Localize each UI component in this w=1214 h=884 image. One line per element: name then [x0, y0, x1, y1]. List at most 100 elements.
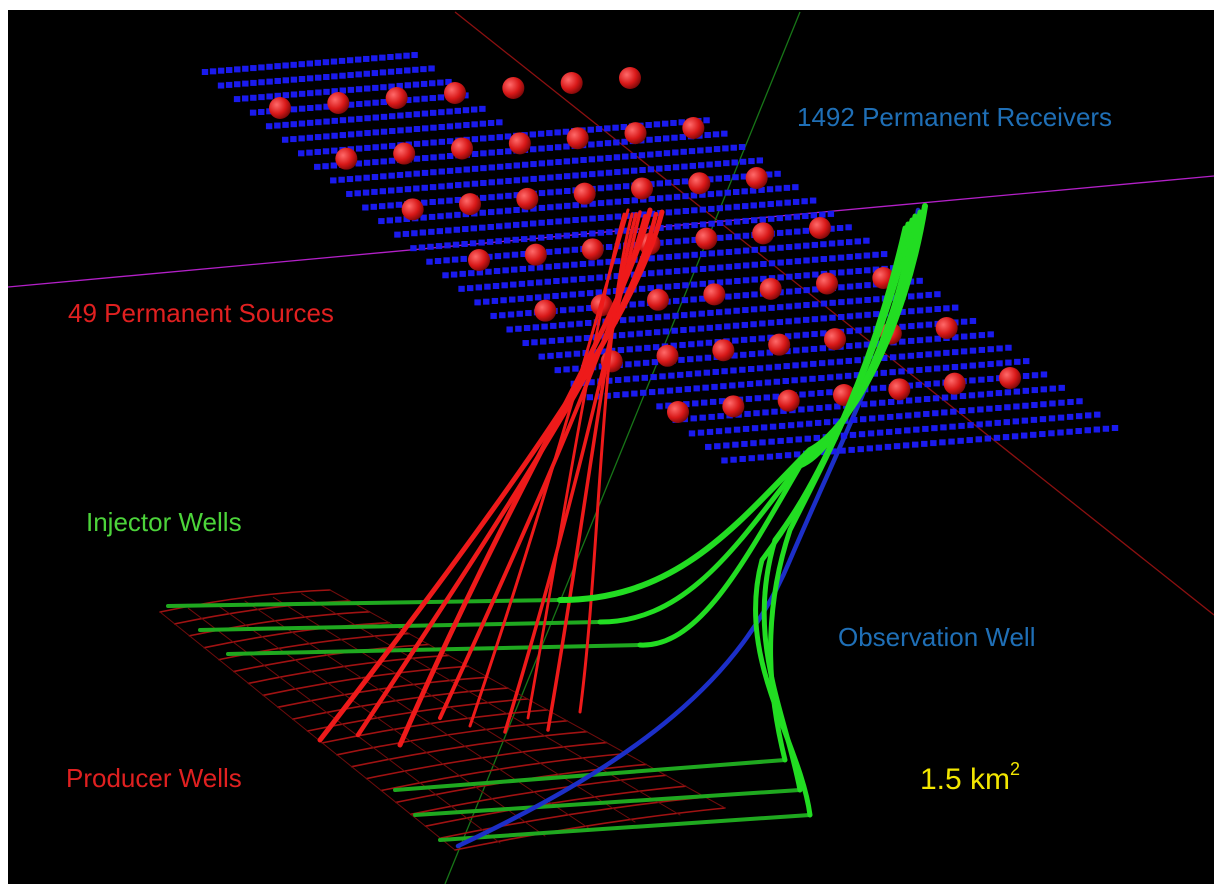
receiver-dot — [554, 144, 562, 151]
receiver-dot — [1040, 371, 1048, 378]
receiver-dot — [905, 412, 912, 419]
receiver-dot — [678, 119, 685, 126]
receiver-dot — [480, 180, 487, 187]
receiver-dot — [688, 341, 695, 348]
receiver-dot — [682, 237, 690, 244]
receiver-dot — [699, 414, 706, 421]
receiver-dot — [597, 229, 605, 236]
receiver-dot — [647, 166, 655, 173]
receiver-dot — [355, 145, 363, 152]
receiver-dot — [418, 244, 426, 251]
receiver-dot — [765, 171, 773, 178]
receiver-dot — [454, 211, 461, 218]
receiver-dot — [714, 443, 721, 450]
receiver-dot — [495, 238, 502, 245]
receiver-dot — [242, 95, 249, 102]
source-sphere — [712, 339, 735, 362]
receiver-dot — [488, 134, 495, 141]
receiver-dot — [867, 430, 875, 437]
receiver-dot — [1075, 428, 1082, 435]
receiver-dot — [389, 142, 396, 149]
receiver-dot — [662, 135, 670, 142]
receiver-dot — [741, 321, 749, 328]
receiver-dot — [759, 305, 767, 312]
receiver-dot — [674, 238, 681, 245]
receiver-dot — [744, 410, 751, 417]
receiver-dot — [951, 304, 959, 311]
receiver-dot — [707, 191, 715, 198]
receiver-dot — [682, 282, 689, 289]
receiver-dot — [597, 214, 605, 221]
receiver-dot — [545, 263, 552, 270]
receiver-dot — [606, 199, 613, 206]
receiver-dot — [529, 235, 536, 242]
receiver-dot — [306, 60, 313, 67]
producer-cross-line — [159, 611, 456, 851]
receiver-dot — [689, 162, 697, 169]
receiver-dot — [306, 149, 313, 156]
receiver-dot — [429, 80, 436, 87]
receiver-dot — [1023, 358, 1030, 365]
receiver-dot — [1004, 404, 1011, 411]
receiver-dot — [732, 441, 739, 448]
receiver-dot — [583, 334, 591, 341]
receiver-dot — [671, 327, 678, 334]
receiver-dot — [434, 258, 442, 265]
producer-lateral — [321, 709, 549, 744]
source-sphere — [888, 378, 911, 401]
receiver-dot — [362, 204, 369, 211]
receiver-dot — [560, 292, 568, 299]
receiver-dot — [638, 285, 646, 292]
receiver-dot — [564, 351, 572, 358]
receiver-dot — [885, 428, 893, 435]
receiver-dot — [459, 270, 466, 277]
receiver-dot — [402, 230, 410, 237]
receiver-dot — [306, 134, 314, 141]
receiver-dot — [528, 265, 535, 272]
receiver-dot — [861, 401, 868, 408]
receiver-dot — [1111, 425, 1119, 431]
receiver-dot — [673, 282, 680, 289]
receiver-dot — [677, 371, 684, 378]
receiver-dot — [733, 189, 740, 196]
receiver-dot — [697, 147, 704, 154]
receiver-dot — [866, 445, 873, 452]
receiver-dot — [699, 295, 706, 302]
receiver-dot — [355, 175, 362, 182]
receiver-dot — [774, 170, 781, 177]
producer-cross-line — [216, 604, 546, 837]
receiver-dot — [715, 428, 723, 435]
receiver-dot — [540, 338, 547, 345]
receiver-dot — [529, 220, 537, 227]
receiver-dot — [657, 254, 664, 261]
receiver-dot — [468, 270, 475, 277]
receiver-dot — [266, 78, 273, 85]
producer-lateral — [454, 807, 726, 851]
receiver-dot — [626, 346, 633, 353]
source-sphere — [619, 67, 641, 89]
receiver-dot — [444, 242, 451, 249]
receiver-dot — [682, 252, 690, 259]
receiver-dot — [1058, 384, 1065, 391]
receiver-dot — [908, 323, 915, 330]
receiver-dot — [372, 159, 379, 166]
receiver-dot — [854, 357, 861, 364]
receiver-dot — [950, 393, 958, 400]
receiver-dot — [530, 205, 537, 212]
receiver-dot — [530, 175, 537, 182]
receiver-dot — [969, 332, 977, 339]
receiver-dot — [588, 260, 595, 267]
receiver-dot — [330, 177, 337, 184]
receiver-dot — [233, 96, 241, 103]
receiver-dot — [1066, 413, 1074, 420]
receiver-dot — [839, 447, 846, 454]
receiver-dot — [355, 86, 363, 93]
receiver-dot — [258, 94, 265, 101]
receiver-dot — [536, 264, 544, 271]
receiver-dot — [725, 204, 732, 211]
producer-lateral — [277, 676, 489, 708]
receiver-dot — [330, 162, 338, 169]
receiver-dot — [666, 387, 674, 394]
producer-lateral — [409, 774, 667, 816]
receiver-dot — [673, 193, 681, 200]
